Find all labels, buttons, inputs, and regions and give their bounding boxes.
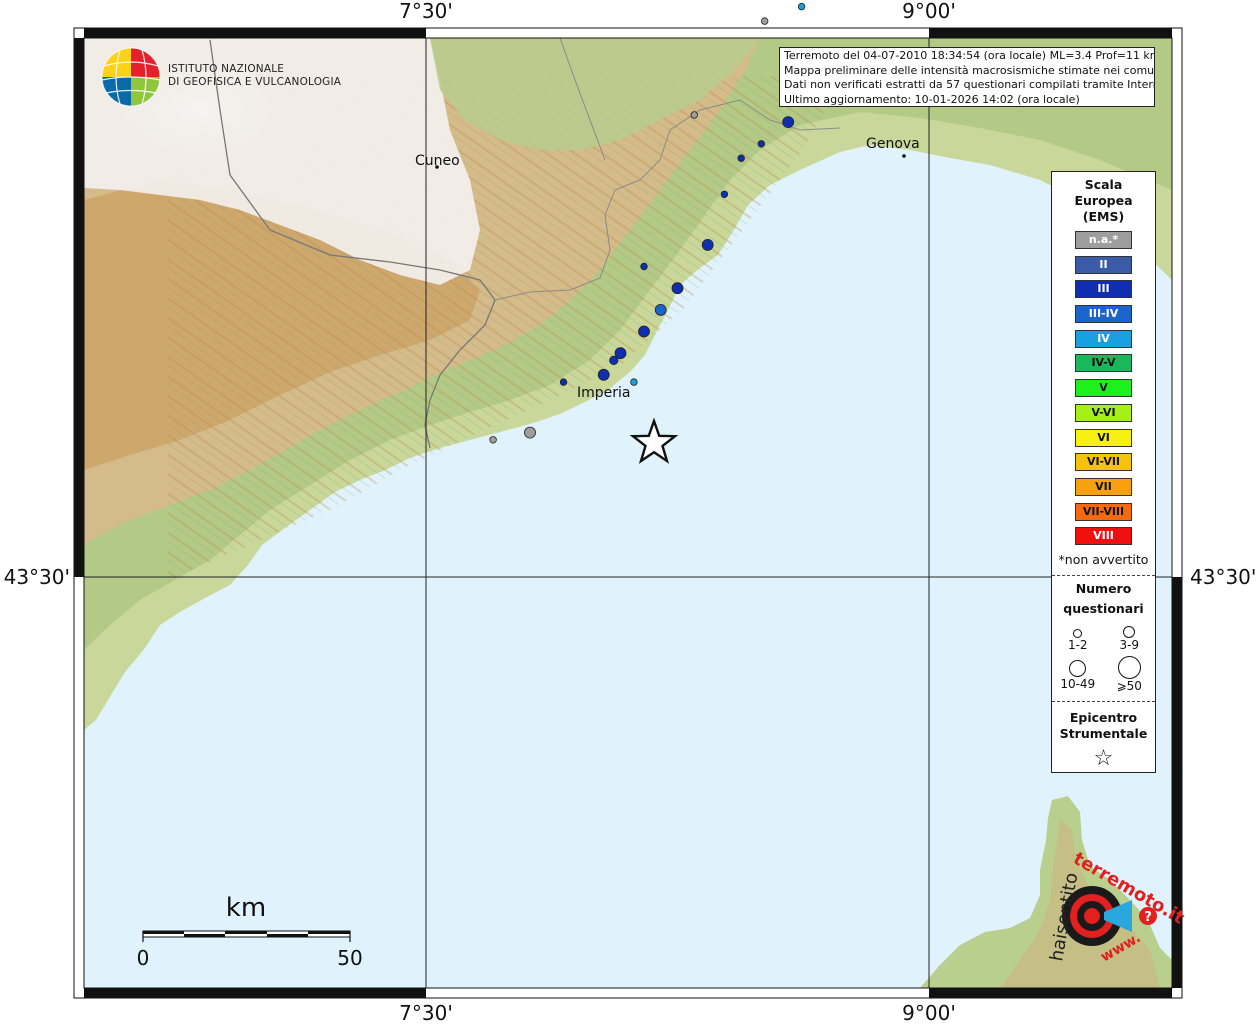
city-marker-genova xyxy=(902,154,906,158)
lat-label-right: 43°30' xyxy=(1190,565,1256,589)
size-circle-large-icon xyxy=(1069,659,1087,677)
legend-separator xyxy=(1052,700,1155,702)
lat-label-left: 43°30' xyxy=(4,565,70,589)
questionnaire-title-line2: questionari xyxy=(1063,600,1144,616)
intensity-point xyxy=(720,190,729,198)
event-info-line1: Terremoto del 04-07-2010 18:34:54 (ora l… xyxy=(784,49,1155,62)
ingv-logo-icon xyxy=(101,47,161,107)
ems-item: III xyxy=(1075,280,1132,299)
ingv-name-line2: DI GEOFISICA E VULCANOLOGIA xyxy=(168,76,342,88)
questionnaire-title-line1: Numero xyxy=(1075,580,1132,596)
border-france-italy xyxy=(209,39,496,449)
scale-min: 0 xyxy=(137,946,150,970)
intensity-point xyxy=(640,262,648,271)
lon-label-top-left: 7°30' xyxy=(399,0,453,23)
intensity-point xyxy=(614,347,627,360)
land-plain xyxy=(430,38,760,150)
event-info-box: Terremoto del 04-07-2010 18:34:54 (ora l… xyxy=(779,47,1155,107)
intensity-point xyxy=(761,17,769,25)
city-marker-cuneo xyxy=(435,165,439,169)
event-info-line4: Ultimo aggiornamento: 10-01-2026 14:02 (… xyxy=(784,92,1080,106)
size-50-plus: ⩾50 xyxy=(1104,655,1156,693)
intensity-point xyxy=(690,111,698,119)
questionnaire-title: Numero questionari xyxy=(1052,579,1155,619)
hsit-symbol: ? xyxy=(1144,910,1152,925)
intensity-point xyxy=(609,355,619,365)
ems-item: IV xyxy=(1075,329,1132,348)
intensity-points xyxy=(489,2,806,444)
intensity-point xyxy=(782,116,795,128)
scale-max: 50 xyxy=(337,946,362,970)
intensity-point xyxy=(701,238,714,251)
legend-note: *non avvertito xyxy=(1058,551,1149,567)
border-regional xyxy=(494,99,841,301)
intensity-point xyxy=(638,325,650,338)
size-circle-medium-icon xyxy=(1123,625,1136,638)
ems-item: VII xyxy=(1075,477,1132,496)
legend-title: Scala Europea (EMS) xyxy=(1052,177,1155,225)
epicenter-title-line2: Strumentale xyxy=(1059,725,1148,741)
epicenter-title-line1: Epicentro xyxy=(1069,709,1138,725)
lon-label-top-right: 9°00' xyxy=(902,0,956,23)
scale-unit: km xyxy=(226,893,266,923)
ems-item: VIII xyxy=(1075,527,1132,546)
legend: Scala Europea (EMS) n.a.* II III III-IV IV IV… xyxy=(1051,171,1156,773)
size-1-2: 1-2 xyxy=(1052,623,1104,652)
intensity-point xyxy=(757,140,765,148)
intensity-point xyxy=(489,436,497,444)
size-circle-xlarge-icon xyxy=(1117,655,1141,679)
ems-item: IV-V xyxy=(1075,354,1132,373)
legend-title-line2: Europea xyxy=(1074,193,1133,208)
event-info-line2: Mappa preliminare delle intensità macros… xyxy=(784,63,1155,77)
intensity-point xyxy=(630,378,638,386)
size-10-49: 10-49 xyxy=(1052,656,1104,693)
ems-item: III-IV xyxy=(1075,305,1132,324)
questionnaire-sizes: 1-2 3-9 10-49 ⩾50 xyxy=(1052,623,1155,693)
epicenter-legend-star-icon: ☆ xyxy=(1093,745,1114,771)
border-regional-2 xyxy=(559,38,606,161)
ems-item: V-VI xyxy=(1075,403,1132,422)
ems-item: V xyxy=(1075,379,1132,398)
ingv-logo-text: ISTITUTO NAZIONALE DI GEOFISICA E VULCAN… xyxy=(168,63,341,89)
scale-bar: km 0 50 xyxy=(137,893,363,970)
epicenter-title: Epicentro Strumentale xyxy=(1052,710,1155,742)
intensity-point xyxy=(524,426,536,439)
epicenter-star-icon xyxy=(629,417,679,464)
ems-item: VI-VII xyxy=(1075,453,1132,472)
legend-title-line1: Scala xyxy=(1084,177,1123,192)
event-info-line3: Dati non verificati estratti da 57 quest… xyxy=(784,78,1155,91)
place-imperia: Imperia xyxy=(577,385,631,401)
ems-item: VI xyxy=(1075,428,1132,447)
place-genova: Genova xyxy=(866,136,920,152)
intensity-point xyxy=(797,2,806,11)
ingv-name-line1: ISTITUTO NAZIONALE xyxy=(168,63,285,75)
ems-item: n.a.* xyxy=(1075,231,1132,249)
place-cuneo: Cuneo xyxy=(415,153,460,169)
frame-ticks xyxy=(74,28,1182,998)
ems-item: VII-VIII xyxy=(1075,502,1132,521)
ems-item: II xyxy=(1075,255,1132,274)
intensity-point xyxy=(559,378,568,386)
intensity-point xyxy=(597,368,610,381)
size-label: 10-49 xyxy=(1060,676,1096,691)
intensity-point xyxy=(737,154,745,162)
size-3-9: 3-9 xyxy=(1104,623,1156,652)
lon-label-bottom-right: 9°00' xyxy=(902,1001,956,1024)
legend-title-line3: (EMS) xyxy=(1082,209,1125,224)
size-label: ⩾50 xyxy=(1116,678,1142,693)
ems-scale-list: n.a.* II III III-IV IV IV-V V V-VI VI VI-VII VII VI… xyxy=(1052,231,1155,546)
legend-separator xyxy=(1052,574,1155,576)
intensity-point xyxy=(654,303,667,316)
size-label: 1-2 xyxy=(1067,637,1088,652)
size-label: 3-9 xyxy=(1119,637,1140,652)
intensity-point xyxy=(671,282,684,295)
size-circle-small-icon xyxy=(1073,628,1083,638)
lon-label-bottom-left: 7°30' xyxy=(399,1001,453,1024)
